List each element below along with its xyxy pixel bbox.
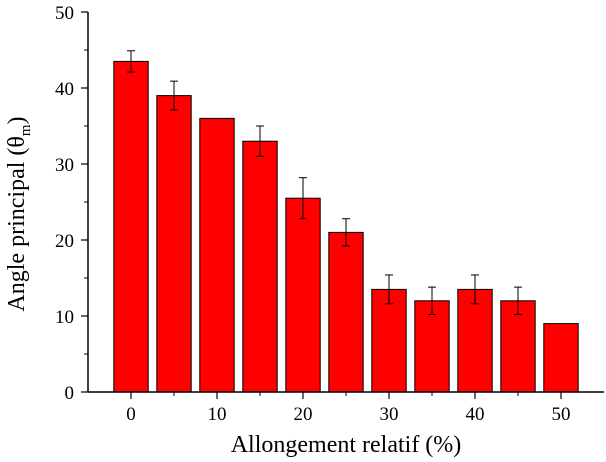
error-bar — [385, 274, 393, 305]
bar — [156, 95, 192, 393]
error-bar — [299, 177, 307, 220]
ticks-layer: 0 10 20 30 40 50 0 10 20 30 40 50 — [55, 3, 571, 425]
error-bar — [127, 50, 135, 73]
bar — [113, 60, 149, 393]
error-bar — [256, 125, 264, 157]
bars-layer — [113, 60, 579, 393]
error-bar — [428, 286, 436, 315]
x-tick-label: 40 — [466, 404, 485, 425]
bar — [457, 288, 493, 393]
x-tick-label: 0 — [126, 404, 136, 425]
error-bar — [514, 286, 522, 315]
y-tick-label: 30 — [55, 155, 74, 176]
y-tick-label: 20 — [55, 231, 74, 252]
y-tick-label: 50 — [55, 3, 74, 24]
x-axis-title: Allongement relatif (%) — [231, 432, 462, 458]
x-tick-label: 10 — [208, 404, 227, 425]
y-axis-title-prefix: Angle principal ( — [4, 148, 30, 312]
y-axis-title: Angle principal (θm) — [4, 116, 34, 311]
bar — [328, 231, 364, 393]
y-axis-title-suffix: ) — [4, 116, 30, 124]
bar — [414, 300, 450, 393]
bar — [371, 288, 407, 393]
x-tick-label: 50 — [552, 404, 571, 425]
error-bar — [170, 80, 178, 111]
error-bar — [342, 218, 350, 247]
bar — [500, 300, 536, 393]
y-tick-label: 0 — [65, 383, 75, 404]
bar — [543, 323, 579, 393]
y-axis-title-symbol: θ — [4, 136, 30, 148]
error-bar — [471, 274, 479, 305]
x-tick-label: 20 — [294, 404, 313, 425]
y-tick-label: 10 — [55, 307, 74, 328]
error-bars-layer — [127, 50, 522, 315]
bar — [285, 197, 321, 393]
bar — [199, 117, 235, 393]
x-tick-label: 30 — [380, 404, 399, 425]
y-tick-label: 40 — [55, 79, 74, 100]
bar — [242, 140, 278, 393]
y-axis-title-subscript: m — [18, 124, 34, 136]
